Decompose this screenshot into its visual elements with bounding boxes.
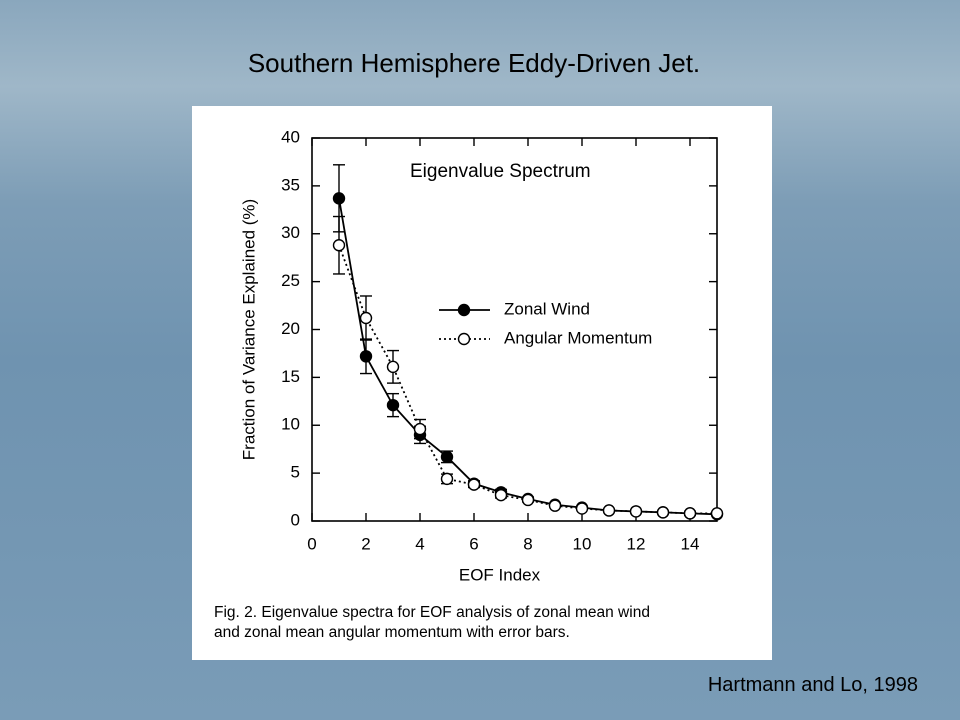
x-axis-label: EOF Index	[459, 565, 541, 584]
marker	[683, 507, 697, 520]
legend-marker	[457, 303, 471, 317]
marker	[413, 422, 427, 436]
y-tick-label: 5	[291, 463, 300, 482]
marker	[359, 311, 373, 325]
y-tick-label: 15	[281, 367, 300, 386]
marker	[710, 507, 724, 520]
y-axis-label: Fraction of Variance Explained (%)	[239, 199, 258, 460]
x-tick-label: 10	[573, 534, 592, 553]
marker	[332, 239, 346, 252]
y-tick-label: 0	[291, 510, 300, 529]
legend-marker	[457, 332, 471, 346]
x-tick-label: 6	[469, 534, 478, 553]
marker	[440, 450, 454, 464]
chart-title: Eigenvalue Spectrum	[410, 161, 591, 182]
legend-label: Angular Momentum	[504, 328, 652, 347]
marker	[494, 488, 508, 502]
marker	[386, 398, 400, 412]
caption: Fig. 2. Eigenvalue spectra for EOF analy…	[214, 604, 650, 621]
marker	[467, 478, 481, 491]
chart-background	[192, 106, 772, 660]
caption: and zonal mean angular momentum with err…	[214, 624, 570, 641]
x-tick-label: 14	[681, 534, 700, 553]
y-tick-label: 10	[281, 415, 300, 434]
x-tick-label: 0	[307, 534, 316, 553]
marker	[440, 472, 454, 486]
slide-title: Southern Hemisphere Eddy-Driven Jet.	[247, 48, 701, 78]
x-tick-label: 4	[415, 534, 424, 553]
marker	[629, 505, 643, 518]
marker	[386, 360, 400, 374]
y-tick-label: 20	[281, 319, 300, 338]
marker	[548, 499, 562, 512]
y-tick-label: 30	[281, 223, 300, 242]
marker	[332, 192, 346, 205]
marker	[521, 493, 535, 507]
marker	[602, 504, 616, 517]
y-tick-label: 25	[281, 271, 300, 290]
y-tick-label: 40	[281, 127, 300, 146]
x-tick-label: 2	[361, 534, 370, 553]
marker	[656, 506, 670, 519]
x-tick-label: 12	[627, 534, 646, 553]
citation: Hartmann and Lo, 1998	[707, 674, 918, 696]
x-tick-label: 8	[523, 534, 532, 553]
chart: 0 5 10 15 20 25 30 35 40 0 2 4 6 8 10 12 14 EOF Index Frac…	[192, 106, 772, 660]
legend-label: Zonal Wind	[504, 299, 590, 318]
y-tick-label: 35	[281, 175, 300, 194]
marker	[359, 350, 373, 363]
marker	[575, 502, 589, 515]
